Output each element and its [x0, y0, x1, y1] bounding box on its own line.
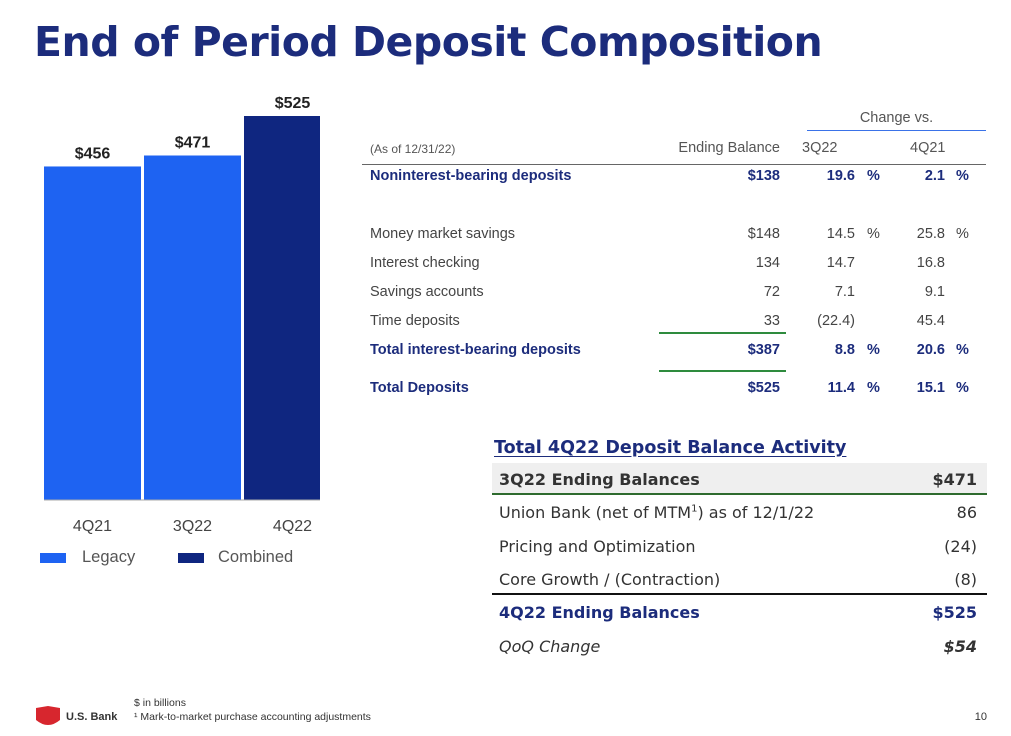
category-tick-label: 4Q22	[273, 518, 312, 535]
table-cell-q3p: %	[867, 342, 880, 358]
bar-value-label: $525	[275, 95, 311, 112]
activity-value: $54	[943, 637, 977, 656]
activity-title: Total 4Q22 Deposit Balance Activity	[494, 438, 847, 458]
table-row: Savings accounts 72 7.1 9.1	[362, 284, 986, 306]
bar-value-label: $471	[175, 134, 211, 151]
activity-row: 3Q22 Ending Balances $471	[492, 463, 987, 495]
header-rule	[362, 164, 986, 165]
table-cell-ending: $138	[747, 168, 780, 184]
activity-row: Union Bank (net of MTM1) as of 12/1/22 8…	[492, 496, 987, 528]
activity-value: (8)	[954, 570, 977, 589]
page-title: End of Period Deposit Composition	[34, 18, 823, 66]
bar-value-label: $456	[75, 145, 111, 162]
table-cell-q3p: %	[867, 168, 880, 184]
table-header-row: (As of 12/31/22) Ending Balance 3Q22 4Q2…	[362, 140, 986, 162]
table-cell-q4p: %	[956, 168, 969, 184]
legend-label-legacy: Legacy	[82, 548, 136, 566]
table-row: Noninterest-bearing deposits $138 19.6% 2.1…	[362, 168, 986, 190]
activity-label: 3Q22 Ending Balances	[499, 470, 700, 489]
table-cell-label: Total Deposits	[370, 380, 469, 396]
table-row: Total interest-bearing deposits $387 8.8% 2…	[362, 342, 986, 364]
total-rule	[659, 370, 786, 372]
legend-swatch-combined	[178, 553, 204, 563]
table-cell-label: Total interest-bearing deposits	[370, 342, 581, 358]
ending-balance-header: Ending Balance	[678, 140, 780, 156]
table-cell-q4: 2.1	[924, 168, 945, 184]
table-cell-q4: 45.4	[916, 313, 945, 329]
table-row: Total Deposits $525 11.4% 15.1%	[362, 380, 986, 402]
table-cell-q4: 16.8	[916, 255, 945, 271]
table-cell-q4: 20.6	[916, 342, 945, 358]
activity-rule-green	[492, 493, 987, 495]
table-cell-q4p: %	[956, 342, 969, 358]
table-cell-q3: 11.4	[827, 380, 855, 396]
table-cell-q3p: %	[867, 380, 880, 396]
table-cell-q4p: %	[956, 226, 969, 242]
table-cell-ending: $525	[747, 380, 780, 396]
activity-label: QoQ Change	[499, 637, 601, 656]
table-cell-label: Time deposits	[370, 313, 460, 329]
table-cell-q4: 25.8	[916, 226, 945, 242]
logo-text: U.S. Bank	[66, 711, 118, 723]
as-of-header: (As of 12/31/22)	[370, 142, 456, 156]
table-cell-q3: (22.4)	[817, 313, 855, 329]
table-cell-ending: 33	[763, 313, 780, 329]
activity-label: Core Growth / (Contraction)	[499, 570, 721, 589]
activity-value: $525	[932, 603, 977, 622]
table-cell-q3: 8.8	[834, 342, 855, 358]
table-row: Money market savings $148 14.5% 25.8%	[362, 226, 986, 248]
category-tick-label: 4Q21	[73, 518, 112, 535]
activity-value: (24)	[944, 537, 977, 556]
activity-row: QoQ Change $54	[492, 630, 987, 662]
legend-label-combined: Combined	[218, 548, 294, 566]
table-cell-label: Interest checking	[370, 255, 480, 271]
activity-rule-black	[492, 593, 987, 595]
footnote-mtm: ¹ Mark-to-market purchase accounting adj…	[134, 711, 371, 723]
table-cell-label: Savings accounts	[370, 284, 484, 300]
table-cell-ending: 72	[763, 284, 780, 300]
footnote-units: $ in billions	[134, 697, 186, 709]
table-cell-q4: 9.1	[924, 284, 945, 300]
us-bank-shield-icon	[36, 706, 60, 725]
activity-value: 86	[956, 503, 977, 522]
activity-label: Union Bank (net of MTM1) as of 12/1/22	[499, 503, 815, 522]
table-cell-label: Noninterest-bearing deposits	[370, 168, 572, 184]
bar-4Q21	[44, 166, 141, 500]
bar-4Q22	[244, 116, 320, 500]
subtotal-rule	[659, 332, 786, 334]
table-cell-q3: 7.1	[834, 284, 855, 300]
change-vs-header: Change vs.	[859, 110, 934, 126]
table-cell-q3p: %	[867, 226, 880, 242]
q3-header: 3Q22	[802, 140, 838, 156]
page-number: 10	[974, 711, 987, 723]
table-row: Interest checking 134 14.7 16.8	[362, 255, 986, 277]
bar-3Q22	[144, 155, 241, 501]
deposit-bar-chart: $456 4Q21 $471 3Q22 $525 4Q22	[44, 95, 320, 535]
table-cell-q4p: %	[956, 380, 969, 396]
activity-value: $471	[932, 470, 977, 489]
table-cell-q4: 15.1	[916, 380, 945, 396]
category-tick-label: 3Q22	[173, 518, 212, 535]
table-cell-q3: 19.6	[826, 168, 855, 184]
activity-label: 4Q22 Ending Balances	[499, 603, 700, 622]
q4-header: 4Q21	[910, 140, 946, 156]
activity-row: 4Q22 Ending Balances $525	[492, 596, 987, 628]
table-cell-ending: $148	[747, 226, 780, 242]
activity-label: Pricing and Optimization	[499, 537, 696, 556]
activity-row: Pricing and Optimization (24)	[492, 530, 987, 562]
table-cell-q3: 14.5	[826, 226, 855, 242]
change-header-rule	[807, 130, 986, 131]
table-cell-ending: $387	[747, 342, 780, 358]
legend-swatch-legacy	[40, 553, 66, 563]
activity-row: Core Growth / (Contraction) (8)	[492, 563, 987, 595]
table-row: Time deposits 33 (22.4) 45.4	[362, 313, 986, 335]
table-cell-ending: 134	[755, 255, 780, 271]
table-cell-q3: 14.7	[826, 255, 855, 271]
table-cell-label: Money market savings	[370, 226, 516, 242]
